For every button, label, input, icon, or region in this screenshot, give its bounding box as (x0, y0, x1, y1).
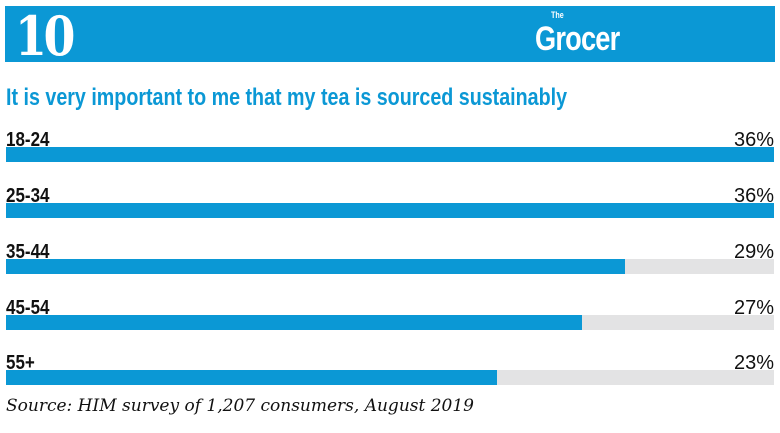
value-label: 36% (733, 129, 774, 151)
bar-track (6, 315, 774, 330)
source-note: Source: HIM survey of 1,207 consumers, A… (6, 396, 474, 416)
bar-track (6, 259, 774, 274)
bar (6, 203, 774, 218)
bar-track (6, 370, 774, 385)
bar (6, 315, 582, 330)
logo-name: Grocer (535, 20, 620, 58)
header-banner: 10 The Grocer (5, 4, 775, 68)
chart-number: 10 (15, 4, 75, 68)
value-label: 27% (733, 297, 774, 319)
value-label: 29% (733, 241, 774, 263)
value-label: 23% (733, 352, 774, 374)
bar (6, 147, 774, 162)
bar (6, 259, 625, 274)
category-label: 18-24 (6, 129, 50, 151)
category-label: 25-34 (6, 185, 50, 207)
chart-title: It is very important to me that my tea i… (6, 84, 568, 111)
grocer-logo: The Grocer (535, 10, 620, 58)
bar-track (6, 147, 774, 162)
category-label: 45-54 (6, 297, 50, 319)
bar (6, 370, 497, 385)
bar-track (6, 203, 774, 218)
category-label: 35-44 (6, 241, 50, 263)
logo-the: The (551, 10, 564, 20)
value-label: 36% (733, 185, 774, 207)
category-label: 55+ (6, 352, 35, 374)
